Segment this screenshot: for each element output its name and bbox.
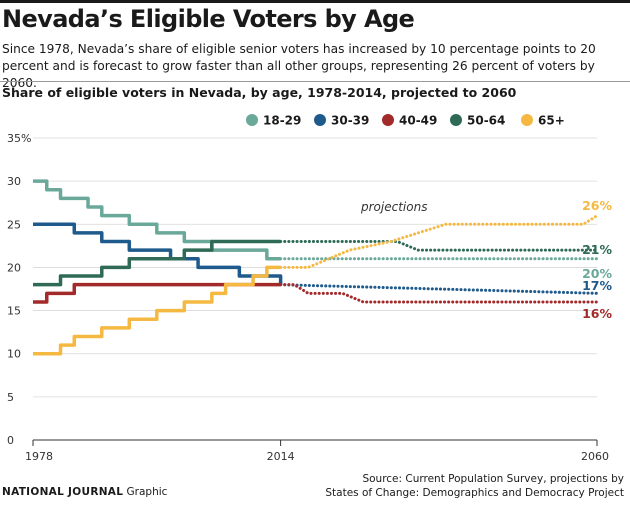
- page-subtitle: Since 1978, Nevada’s share of eligible s…: [2, 42, 596, 90]
- legend-swatch: [382, 114, 394, 126]
- end-value-label: 16%: [582, 306, 612, 321]
- series-projection-50-64: [279, 240, 599, 252]
- y-tick-label: 25: [7, 218, 21, 231]
- divider: [0, 81, 630, 82]
- source-note: Source: Current Population Survey, proje…: [325, 472, 624, 500]
- y-tick-label: 30: [7, 175, 21, 188]
- legend-swatch: [450, 114, 462, 126]
- x-tick-label: 2014: [267, 450, 295, 463]
- series-projection-30-39: [279, 283, 599, 295]
- legend-swatch: [521, 114, 533, 126]
- end-value-label: 20%: [582, 266, 612, 281]
- legend-swatch: [314, 114, 326, 126]
- x-tick-label: 1978: [25, 450, 53, 463]
- x-tick-label: 2060: [581, 450, 609, 463]
- end-value-label: 26%: [582, 198, 612, 213]
- y-tick-label: 35%: [7, 132, 31, 145]
- series-line-30-39: [33, 222, 283, 285]
- series-line-40-49: [33, 282, 281, 304]
- y-tick-label: 10: [7, 348, 21, 361]
- page-title: Nevada’s Eligible Voters by Age: [2, 5, 415, 33]
- legend-label: 18-29: [263, 114, 301, 128]
- legend-swatch: [246, 114, 258, 126]
- end-value-label: 17%: [582, 278, 612, 293]
- legend-label: 50-64: [467, 114, 505, 128]
- series-line-18-29: [33, 179, 281, 261]
- y-tick-label: 15: [7, 305, 21, 318]
- source-line-1: Source: Current Population Survey, proje…: [362, 473, 624, 485]
- projections-label: projections: [360, 200, 427, 214]
- legend-label: 30-39: [331, 114, 369, 128]
- y-tick-label: 20: [7, 261, 21, 274]
- credit-suffix: Graphic: [123, 486, 168, 498]
- legend-label: 40-49: [399, 114, 437, 128]
- chart-title: Share of eligible voters in Nevada, by a…: [2, 85, 517, 100]
- series-line-65+: [33, 265, 281, 356]
- legend-label: 65+: [538, 114, 565, 128]
- series-line-50-64: [33, 239, 281, 287]
- credit-brand: NATIONAL JOURNAL: [2, 486, 124, 498]
- top-rule: [0, 0, 630, 3]
- y-tick-label: 0: [7, 434, 14, 447]
- end-value-label: 21%: [582, 242, 612, 257]
- series-projection-40-49: [279, 283, 599, 304]
- source-line-2: States of Change: Demographics and Democ…: [325, 487, 624, 499]
- y-tick-label: 5: [7, 391, 14, 404]
- series-projection-65+: [279, 214, 599, 269]
- credit: NATIONAL JOURNAL Graphic: [2, 486, 167, 498]
